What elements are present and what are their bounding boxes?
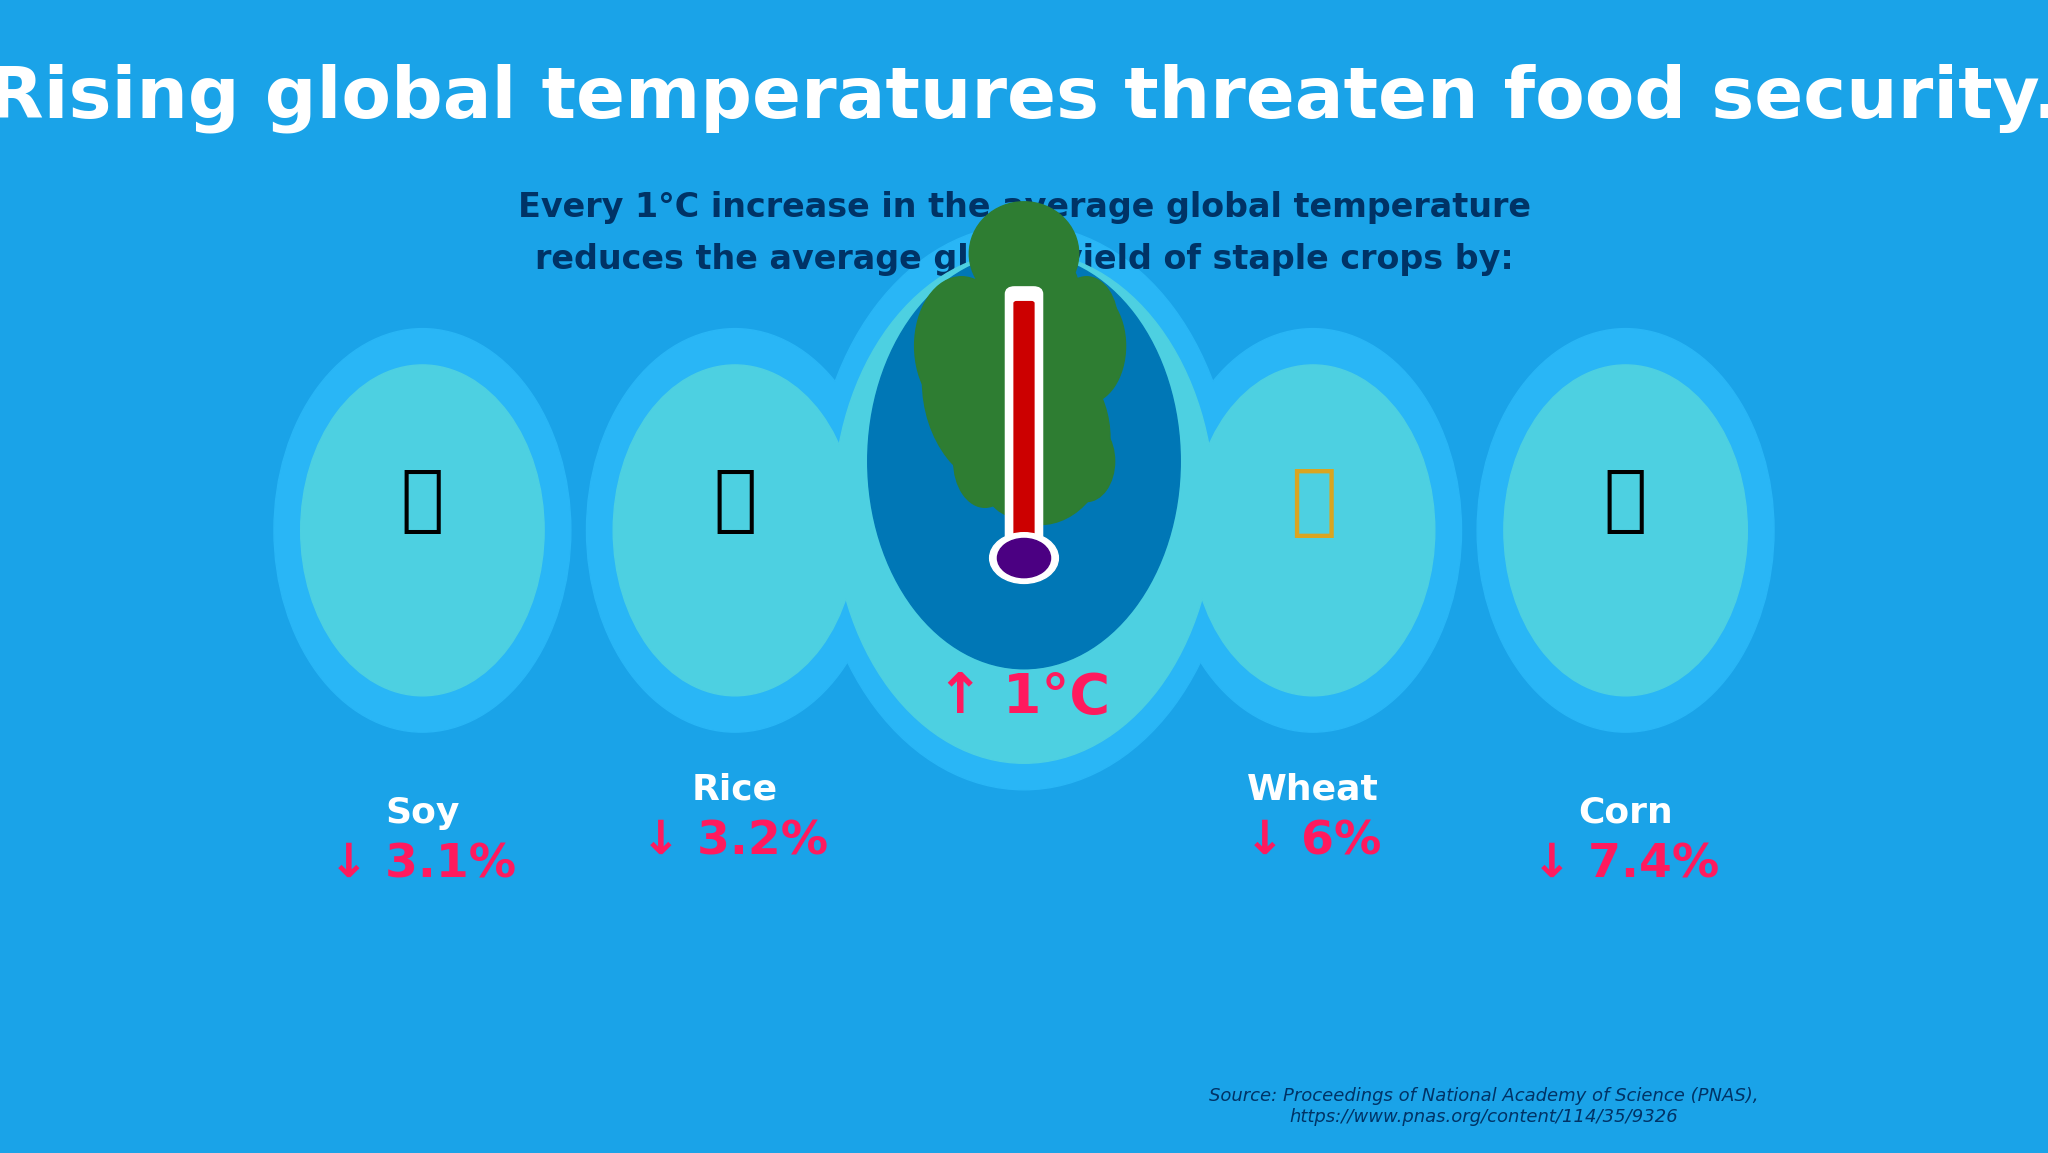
Text: reduces the average global yield of staple crops by:: reduces the average global yield of stap…	[535, 243, 1513, 276]
Ellipse shape	[1059, 421, 1114, 502]
Circle shape	[989, 533, 1059, 583]
Ellipse shape	[1165, 329, 1462, 732]
Ellipse shape	[813, 225, 1235, 790]
Ellipse shape	[995, 329, 1094, 478]
Ellipse shape	[954, 415, 1016, 507]
Ellipse shape	[1503, 364, 1747, 696]
Ellipse shape	[274, 329, 571, 732]
Ellipse shape	[612, 364, 856, 696]
Text: 🫘: 🫘	[401, 467, 444, 536]
Ellipse shape	[1477, 329, 1774, 732]
Text: ↓ 3.2%: ↓ 3.2%	[641, 819, 829, 865]
Ellipse shape	[969, 352, 1110, 525]
Text: 🌾: 🌾	[713, 467, 756, 536]
Ellipse shape	[985, 450, 1063, 519]
Text: Soy: Soy	[385, 796, 459, 830]
Text: 🌾: 🌾	[1290, 464, 1337, 540]
Ellipse shape	[969, 202, 1079, 306]
Ellipse shape	[934, 282, 989, 363]
Ellipse shape	[1055, 277, 1118, 369]
Text: Wheat: Wheat	[1247, 773, 1378, 807]
Text: ↓ 3.1%: ↓ 3.1%	[330, 842, 516, 888]
Ellipse shape	[1047, 288, 1126, 404]
Ellipse shape	[915, 277, 1008, 415]
Ellipse shape	[868, 254, 1180, 669]
Ellipse shape	[586, 329, 883, 732]
Ellipse shape	[1192, 364, 1436, 696]
Ellipse shape	[301, 364, 545, 696]
Text: ↓ 6%: ↓ 6%	[1245, 819, 1380, 865]
Text: Rising global temperatures threaten food security.: Rising global temperatures threaten food…	[0, 63, 2048, 133]
Ellipse shape	[1032, 259, 1079, 317]
Ellipse shape	[922, 271, 1094, 490]
Text: Corn: Corn	[1579, 796, 1673, 830]
Text: Every 1°C increase in the average global temperature: Every 1°C increase in the average global…	[518, 191, 1530, 224]
Text: Rice: Rice	[692, 773, 778, 807]
Circle shape	[997, 538, 1051, 578]
Ellipse shape	[834, 251, 1214, 763]
FancyBboxPatch shape	[1014, 301, 1034, 544]
Text: ↑ 1°C: ↑ 1°C	[938, 671, 1110, 724]
Text: 🌽: 🌽	[1604, 467, 1647, 536]
FancyBboxPatch shape	[1008, 288, 1040, 556]
Text: Source: Proceedings of National Academy of Science (PNAS),
https://www.pnas.org/: Source: Proceedings of National Academy …	[1208, 1087, 1759, 1126]
Ellipse shape	[961, 306, 1047, 432]
Text: ↓ 7.4%: ↓ 7.4%	[1532, 842, 1718, 888]
